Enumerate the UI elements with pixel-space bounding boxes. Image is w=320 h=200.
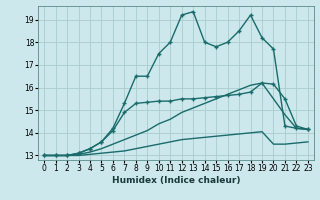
- X-axis label: Humidex (Indice chaleur): Humidex (Indice chaleur): [112, 176, 240, 185]
